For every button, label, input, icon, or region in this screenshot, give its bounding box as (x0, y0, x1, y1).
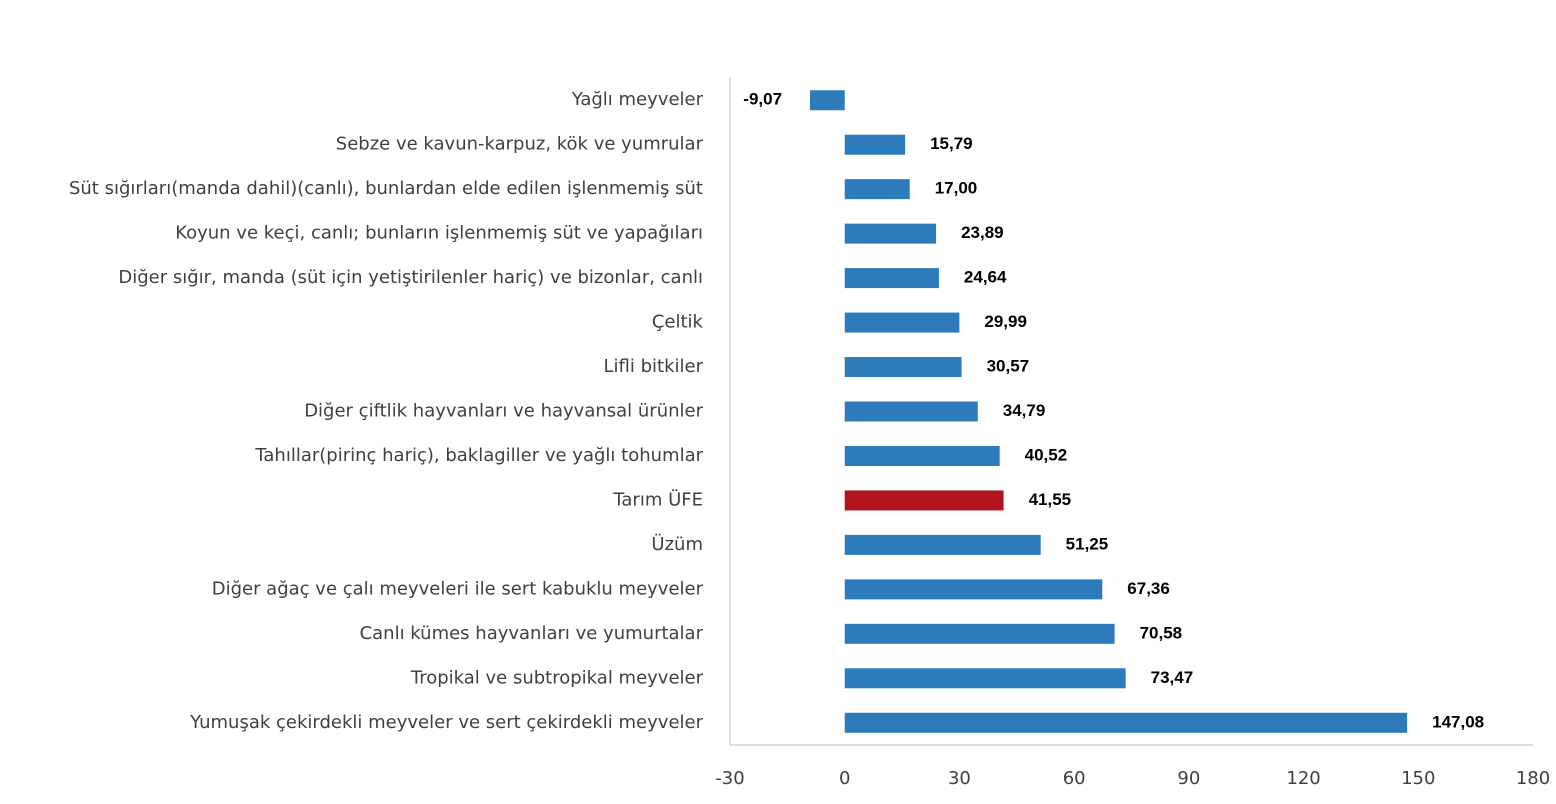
bar (844, 623, 1115, 644)
bar (844, 268, 939, 289)
y-tick-label: Diğer ağaç ve çalı meyveleri ile sert ka… (212, 578, 704, 599)
y-tick-label: Tropikal ve subtropikal meyveler (410, 667, 704, 688)
y-tick-label: Yumuşak çekirdekli meyveler ve sert çeki… (189, 712, 703, 733)
bar (810, 90, 845, 111)
y-tick-label: Diğer çiftlik hayvanları ve hayvansal ür… (304, 401, 703, 422)
y-tick-label: Üzüm (651, 533, 703, 555)
value-label: 51,25 (1066, 534, 1109, 553)
y-tick-label: Diğer sığır, manda (süt için yetiştirile… (118, 267, 703, 288)
y-tick-label: Koyun ve keçi, canlı; bunların işlenmemi… (175, 223, 703, 244)
bar (844, 134, 906, 155)
bar (844, 179, 910, 200)
bar (844, 445, 1000, 466)
y-tick-label: Canlı kümes hayvanları ve yumurtalar (360, 623, 704, 644)
value-label: 15,79 (930, 134, 973, 153)
bar (844, 579, 1103, 600)
x-tick-label: 120 (1286, 768, 1320, 789)
bar (844, 534, 1041, 555)
bar (844, 490, 1004, 511)
bar (844, 357, 962, 378)
value-label: 73,47 (1151, 668, 1194, 687)
y-tick-label: Tahıllar(pirinç hariç), baklagiller ve y… (254, 445, 703, 466)
bar (844, 401, 978, 422)
x-tick-label: 90 (1177, 768, 1200, 789)
value-label: 67,36 (1127, 579, 1170, 598)
y-tick-label: Lifli bitkiler (604, 356, 704, 377)
x-tick-label: -30 (715, 768, 744, 789)
bar (844, 312, 960, 333)
value-label: 30,57 (987, 357, 1030, 376)
value-label: 29,99 (984, 312, 1027, 331)
value-label: 24,64 (964, 268, 1007, 287)
bar (844, 223, 937, 244)
bar (844, 668, 1126, 689)
y-tick-label: Tarım ÜFE (612, 488, 703, 510)
x-tick-label: 30 (948, 768, 971, 789)
value-label: -9,07 (743, 90, 782, 109)
x-tick-label: 0 (839, 768, 850, 789)
bar (844, 712, 1408, 733)
y-tick-label: Yağlı meyveler (571, 89, 704, 110)
y-tick-label: Süt sığırları(manda dahil)(canlı), bunla… (69, 178, 703, 199)
value-label: 17,00 (935, 179, 978, 198)
value-label: 34,79 (1003, 401, 1046, 420)
x-tick-label: 150 (1401, 768, 1435, 789)
x-tick-label: 180 (1516, 768, 1550, 789)
value-label: 41,55 (1029, 490, 1072, 509)
y-tick-label: Çeltik (652, 312, 704, 333)
x-tick-label: 60 (1063, 768, 1086, 789)
value-label: 147,08 (1432, 712, 1484, 731)
y-tick-label: Sebze ve kavun-karpuz, kök ve yumrular (336, 134, 704, 155)
value-label: 40,52 (1025, 445, 1068, 464)
value-label: 70,58 (1140, 623, 1183, 642)
value-label: 23,89 (961, 223, 1004, 242)
